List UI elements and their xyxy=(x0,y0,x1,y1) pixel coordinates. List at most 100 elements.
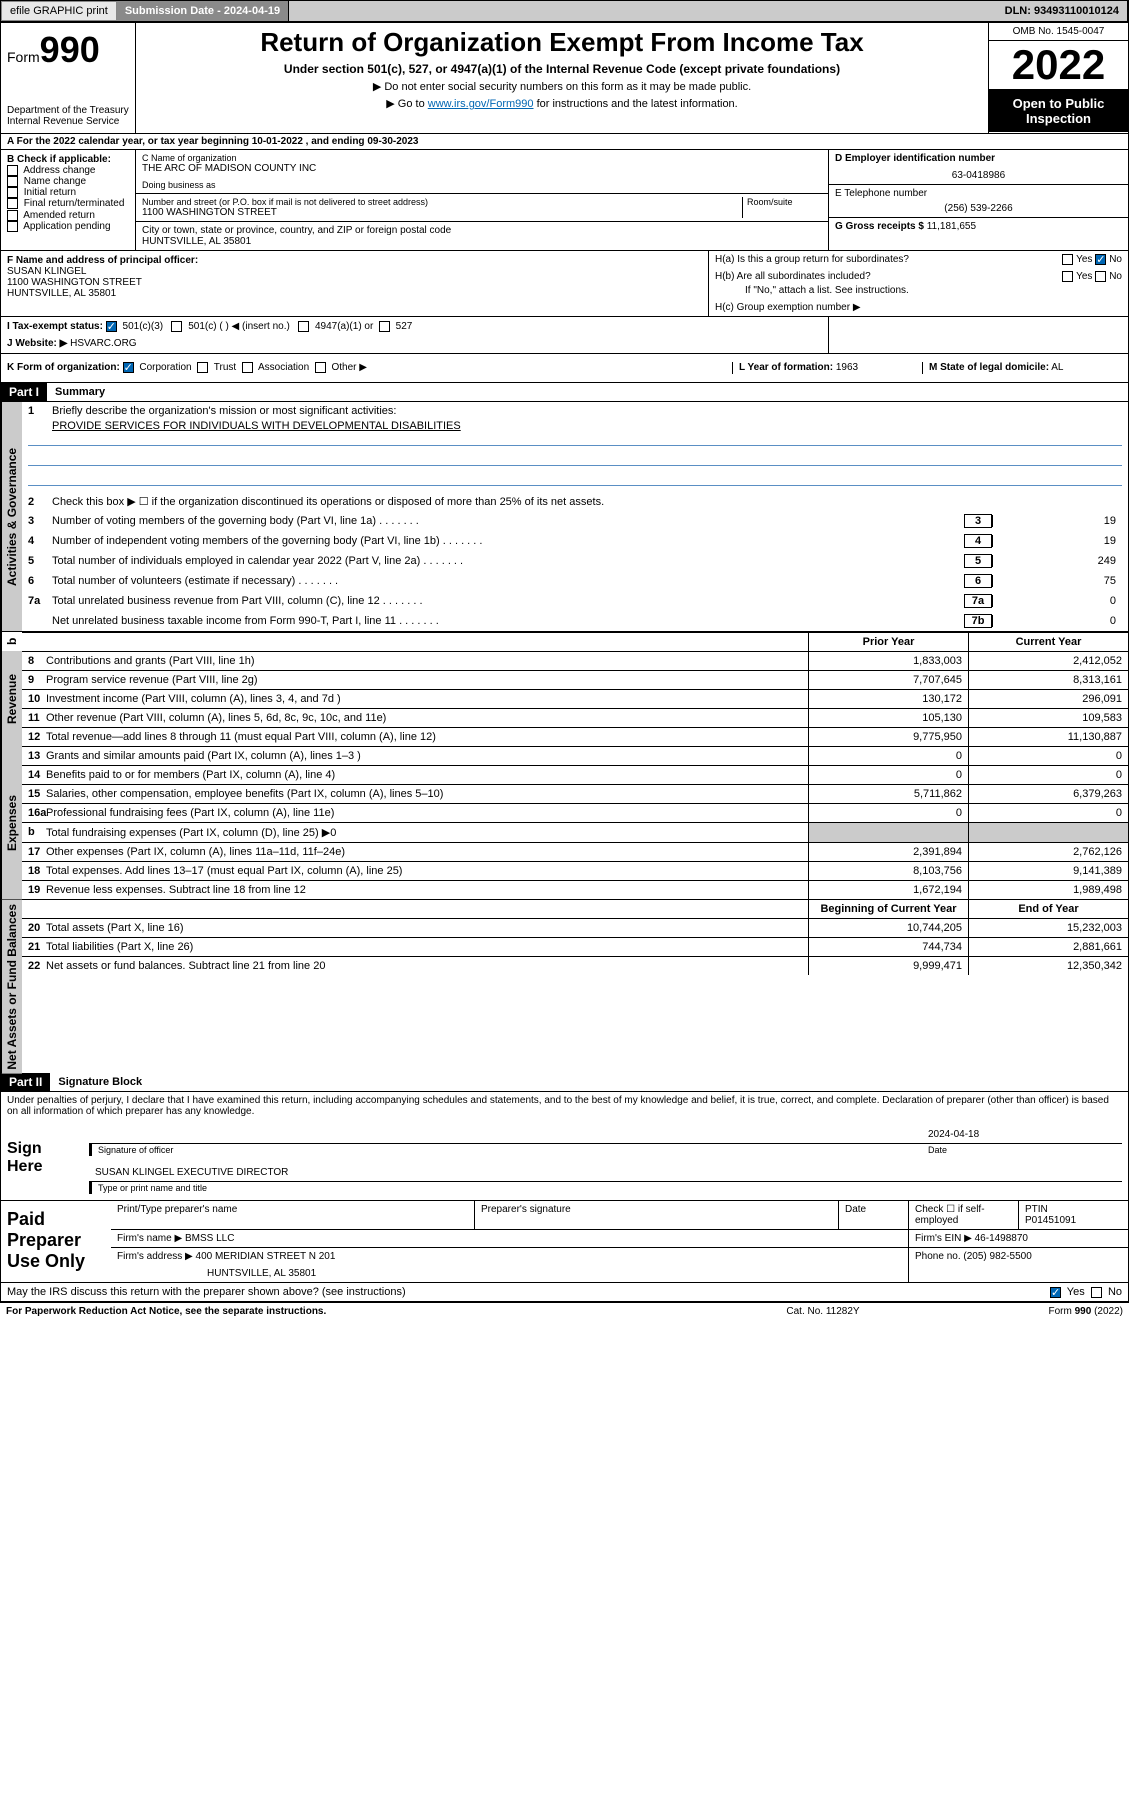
firm-phone: (205) 982-5500 xyxy=(963,1251,1031,1262)
part2-title: Signature Block xyxy=(50,1074,150,1090)
ptin-value: P01451091 xyxy=(1025,1215,1076,1226)
begin-year-header: Beginning of Current Year xyxy=(808,900,968,918)
line-15: 15Salaries, other compensation, employee… xyxy=(22,784,1128,803)
officer-city: HUNTSVILLE, AL 35801 xyxy=(7,288,702,299)
line-j: J Website: ▶ HSVARC.ORG xyxy=(7,338,822,349)
org-name: THE ARC OF MADISON COUNTY INC xyxy=(142,163,822,174)
top-spacer xyxy=(289,1,997,21)
dept-label: Department of the Treasury xyxy=(7,105,129,116)
website-value: HSVARC.ORG xyxy=(70,338,137,349)
top-bar: efile GRAPHIC print Submission Date - 20… xyxy=(0,0,1129,22)
phone-label: E Telephone number xyxy=(835,188,1122,199)
ein-value: 63-0418986 xyxy=(835,170,1122,181)
form-title: Return of Organization Exempt From Incom… xyxy=(144,27,980,58)
officer-street: 1100 WASHINGTON STREET xyxy=(7,277,702,288)
line-19: 19Revenue less expenses. Subtract line 1… xyxy=(22,880,1128,899)
501c3-checkbox[interactable] xyxy=(106,321,117,332)
form-subtitle-1: Under section 501(c), 527, or 4947(a)(1)… xyxy=(144,62,980,76)
line-8: 8Contributions and grants (Part VIII, li… xyxy=(22,651,1128,670)
sign-here-label: Sign Here xyxy=(1,1120,71,1200)
omb-number: OMB No. 1545-0047 xyxy=(989,23,1128,41)
firm-address: 400 MERIDIAN STREET N 201 xyxy=(196,1251,336,1262)
line-m: M State of legal domicile: AL xyxy=(922,362,1122,373)
end-year-header: End of Year xyxy=(968,900,1128,918)
line2-label: Check this box ▶ ☐ if the organization d… xyxy=(52,495,1122,508)
summary-line-4: 4Number of independent voting members of… xyxy=(22,531,1128,551)
gross-receipts-value: 11,181,655 xyxy=(927,221,976,232)
hb-label: H(b) Are all subordinates included? xyxy=(715,271,1062,282)
irs-link[interactable]: www.irs.gov/Form990 xyxy=(428,98,534,110)
box-c: C Name of organization THE ARC OF MADISO… xyxy=(136,150,828,194)
line-18: 18Total expenses. Add lines 13–17 (must … xyxy=(22,861,1128,880)
checkbox-final-return-terminated[interactable]: Final return/terminated xyxy=(7,198,129,209)
form-label: Form990 xyxy=(7,29,129,71)
efile-print-button[interactable]: efile GRAPHIC print xyxy=(1,1,117,21)
form-footer: Form 990 (2022) xyxy=(923,1306,1123,1317)
line-9: 9Program service revenue (Part VIII, lin… xyxy=(22,670,1128,689)
line-13: 13Grants and similar amounts paid (Part … xyxy=(22,746,1128,765)
line-l: L Year of formation: 1963 xyxy=(732,362,922,373)
line-b: bTotal fundraising expenses (Part IX, co… xyxy=(22,822,1128,842)
form-subtitle-2: ▶ Do not enter social security numbers o… xyxy=(144,80,980,93)
dln: DLN: 93493110010124 xyxy=(997,1,1128,21)
signer-name: SUSAN KLINGEL EXECUTIVE DIRECTOR xyxy=(89,1164,1122,1181)
section-b-title: B Check if applicable: xyxy=(7,154,129,165)
line-20: 20Total assets (Part X, line 16) 10,744,… xyxy=(22,918,1128,937)
may-discuss-label: May the IRS discuss this return with the… xyxy=(7,1286,1050,1298)
summary-line-6: 6Total number of volunteers (estimate if… xyxy=(22,571,1128,591)
form-header: Form990 Department of the Treasury Inter… xyxy=(0,22,1129,134)
phone-value: (256) 539-2266 xyxy=(835,203,1122,214)
line1-label: Briefly describe the organization's miss… xyxy=(52,405,1122,417)
part2-header: Part II xyxy=(1,1073,50,1091)
ein-label: D Employer identification number xyxy=(835,153,1122,164)
tab-activities-governance: Activities & Governance xyxy=(1,402,22,631)
hb-note: If "No," attach a list. See instructions… xyxy=(709,285,1128,299)
line-22: 22Net assets or fund balances. Subtract … xyxy=(22,956,1128,975)
summary-line-7a: 7aTotal unrelated business revenue from … xyxy=(22,591,1128,611)
hc-label: H(c) Group exemption number ▶ xyxy=(709,299,1128,316)
checkbox-application-pending[interactable]: Application pending xyxy=(7,221,129,232)
checkbox-name-change[interactable]: Name change xyxy=(7,176,129,187)
checkbox-address-change[interactable]: Address change xyxy=(7,165,129,176)
line-k: K Form of organization: Corporation Trus… xyxy=(7,362,732,373)
may-yes-checkbox[interactable] xyxy=(1050,1287,1061,1298)
checkbox-amended-return[interactable]: Amended return xyxy=(7,210,129,221)
city-address: HUNTSVILLE, AL 35801 xyxy=(142,236,822,247)
cat-no: Cat. No. 11282Y xyxy=(723,1306,923,1317)
firm-ein: 46-1498870 xyxy=(975,1233,1028,1244)
prior-year-header: Prior Year xyxy=(808,633,968,651)
line-21: 21Total liabilities (Part X, line 26) 74… xyxy=(22,937,1128,956)
line-i: I Tax-exempt status: 501(c)(3) 501(c) ( … xyxy=(7,321,822,332)
checkbox-initial-return[interactable]: Initial return xyxy=(7,187,129,198)
tax-year: 2022 xyxy=(989,41,1128,90)
part1-title: Summary xyxy=(47,384,113,400)
declaration-text: Under penalties of perjury, I declare th… xyxy=(1,1092,1128,1120)
may-no-checkbox[interactable] xyxy=(1091,1287,1102,1298)
form-subtitle-3: ▶ Go to www.irs.gov/Form990 for instruct… xyxy=(144,97,980,110)
header-block: B Check if applicable: Address change Na… xyxy=(0,150,1129,251)
line-11: 11Other revenue (Part VIII, column (A), … xyxy=(22,708,1128,727)
irs-label: Internal Revenue Service xyxy=(7,116,129,127)
tab-revenue: Revenue xyxy=(1,651,22,746)
street-address: 1100 WASHINGTON STREET xyxy=(142,207,742,218)
line-10: 10Investment income (Part VIII, column (… xyxy=(22,689,1128,708)
tab-expenses: Expenses xyxy=(1,746,22,899)
corp-checkbox[interactable] xyxy=(123,362,134,373)
submission-date: Submission Date - 2024-04-19 xyxy=(117,1,289,21)
summary-line-7b: Net unrelated business taxable income fr… xyxy=(22,611,1128,631)
sign-date: 2024-04-18 xyxy=(922,1126,1122,1143)
open-to-public: Open to Public Inspection xyxy=(989,90,1128,132)
summary-line-5: 5Total number of individuals employed in… xyxy=(22,551,1128,571)
line-a: A For the 2022 calendar year, or tax yea… xyxy=(0,134,1129,150)
section-f-label: F Name and address of principal officer: xyxy=(7,255,702,266)
firm-name: BMSS LLC xyxy=(185,1233,234,1244)
line-17: 17Other expenses (Part IX, column (A), l… xyxy=(22,842,1128,861)
paperwork-notice: For Paperwork Reduction Act Notice, see … xyxy=(6,1306,723,1317)
ha-label: H(a) Is this a group return for subordin… xyxy=(715,254,1062,265)
line-14: 14Benefits paid to or for members (Part … xyxy=(22,765,1128,784)
current-year-header: Current Year xyxy=(968,633,1128,651)
tab-net-assets: Net Assets or Fund Balances xyxy=(1,900,22,1074)
line-12: 12Total revenue—add lines 8 through 11 (… xyxy=(22,727,1128,746)
spacer-tab: b xyxy=(1,632,22,651)
officer-name: SUSAN KLINGEL xyxy=(7,266,702,277)
